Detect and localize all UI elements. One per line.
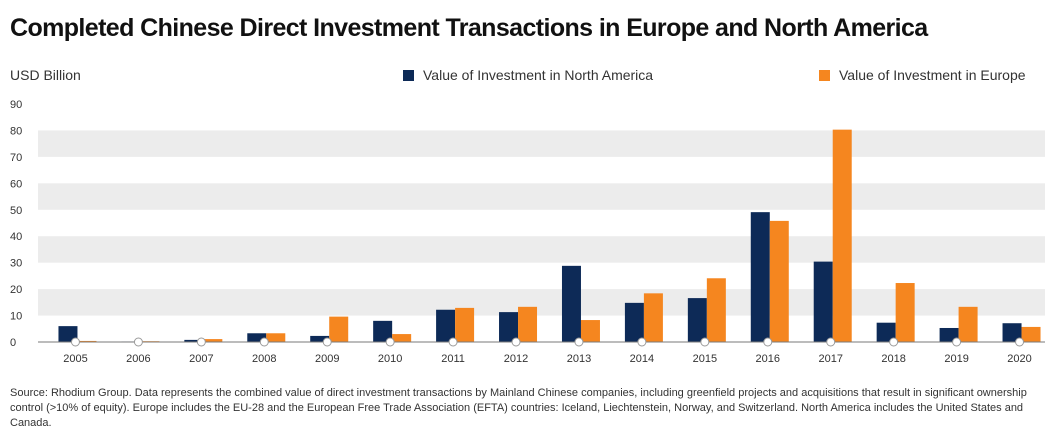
chart-title: Completed Chinese Direct Investment Tran… [10, 14, 928, 42]
bar-north-america [561, 265, 581, 342]
y-tick-label: 70 [10, 152, 22, 164]
bar-europe [580, 320, 600, 342]
bar-north-america [58, 326, 78, 342]
bar-europe [518, 306, 538, 342]
bar-north-america [247, 333, 267, 342]
y-tick-label: 80 [10, 125, 22, 137]
bar-chart: 0 10 20 30 40 50 60 70 80 90 2005 2006 2007 2008 2009 2… [10, 99, 1045, 365]
x-tick-label: 2012 [504, 353, 528, 365]
bar-europe [895, 283, 915, 342]
x-tick-marker [448, 337, 458, 347]
legend-swatch-north-america [403, 69, 414, 81]
x-tick-label: 2015 [693, 353, 717, 365]
x-tick-marker [259, 337, 269, 347]
x-tick-marker [196, 337, 206, 347]
x-tick-label: 2019 [944, 353, 968, 365]
x-tick-marker [763, 337, 773, 347]
bar-europe [455, 307, 475, 342]
y-tick-label: 10 [10, 311, 22, 323]
legend-swatch-europe [819, 69, 830, 81]
y-tick-label: 90 [10, 99, 22, 111]
bar-north-america [310, 335, 330, 342]
legend-item-europe: Value of Investment in Europe [819, 67, 1026, 83]
x-tick-label: 2009 [315, 353, 339, 365]
bar-europe [643, 293, 663, 342]
bar-north-america [876, 322, 896, 342]
bar-europe [77, 340, 97, 342]
bar-europe [769, 220, 789, 342]
x-tick-marker [133, 337, 143, 347]
bar-north-america [624, 302, 644, 342]
legend-label-europe: Value of Investment in Europe [839, 67, 1026, 83]
bar-north-america [750, 212, 770, 342]
x-tick-label: 2006 [126, 353, 150, 365]
x-tick-marker [889, 337, 899, 347]
x-tick-label: 2014 [630, 353, 654, 365]
x-tick-label: 2010 [378, 353, 402, 365]
bar-north-america [184, 339, 204, 342]
y-tick-label: 20 [10, 284, 22, 296]
source-note: Source: Rhodium Group. Data represents t… [10, 387, 1027, 429]
x-tick-marker [1015, 337, 1025, 347]
x-tick-label: 2011 [441, 353, 465, 365]
y-tick-label: 40 [10, 231, 22, 243]
bar-north-america [436, 309, 456, 342]
bar-north-america [499, 312, 519, 342]
bar-europe [392, 334, 412, 342]
x-tick-label: 2005 [63, 353, 87, 365]
x-tick-label: 2016 [756, 353, 780, 365]
bar-europe [958, 306, 978, 342]
y-tick-label: 0 [10, 337, 16, 349]
x-tick-marker [511, 337, 521, 347]
y-axis-unit-label: USD Billion [10, 67, 81, 83]
x-tick-marker [385, 337, 395, 347]
x-tick-marker [322, 337, 332, 347]
x-tick-marker [700, 337, 710, 347]
bar-europe [266, 333, 286, 342]
grid-band [38, 130, 1045, 157]
bar-europe [1021, 326, 1041, 342]
bar-north-america [1002, 323, 1022, 342]
bar-europe [203, 339, 223, 342]
y-tick-label: 30 [10, 258, 22, 270]
x-tick-label: 2013 [567, 353, 591, 365]
x-tick-label: 2017 [818, 353, 842, 365]
bar-europe [832, 129, 852, 342]
x-tick-label: 2018 [881, 353, 905, 365]
x-tick-marker [826, 337, 836, 347]
x-tick-marker [637, 337, 647, 347]
grid-band [38, 289, 1045, 316]
y-tick-label: 60 [10, 178, 22, 190]
x-tick-label: 2020 [1007, 353, 1031, 365]
x-tick-marker [70, 337, 80, 347]
bar-europe [329, 316, 349, 342]
x-tick-label: 2008 [252, 353, 276, 365]
bar-europe [706, 278, 726, 342]
x-tick-label: 2007 [189, 353, 213, 365]
bar-north-america [813, 261, 833, 342]
grid-band [38, 183, 1045, 210]
bar-north-america [687, 298, 707, 342]
grid-band [38, 236, 1045, 263]
y-tick-label: 50 [10, 205, 22, 217]
x-tick-marker [952, 337, 962, 347]
legend-item-north-america: Value of Investment in North America [403, 67, 653, 83]
legend-label-north-america: Value of Investment in North America [423, 67, 654, 83]
x-tick-marker [574, 337, 584, 347]
bar-north-america [373, 320, 393, 342]
